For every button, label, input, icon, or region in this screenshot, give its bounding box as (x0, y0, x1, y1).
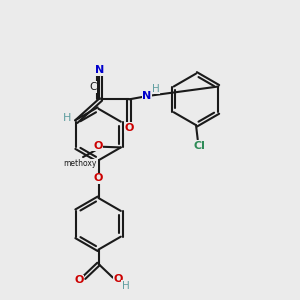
Text: O: O (93, 141, 103, 151)
Text: O: O (113, 274, 123, 284)
Text: C: C (89, 82, 97, 92)
Text: H: H (152, 84, 159, 94)
Text: H: H (122, 280, 130, 291)
Text: O: O (74, 275, 84, 285)
Text: methoxy: methoxy (64, 159, 97, 168)
Text: O: O (94, 173, 103, 184)
Text: Cl: Cl (194, 141, 206, 151)
Text: N: N (142, 91, 152, 100)
Text: O: O (124, 122, 134, 133)
Text: H: H (62, 112, 71, 123)
Text: N: N (94, 65, 104, 75)
